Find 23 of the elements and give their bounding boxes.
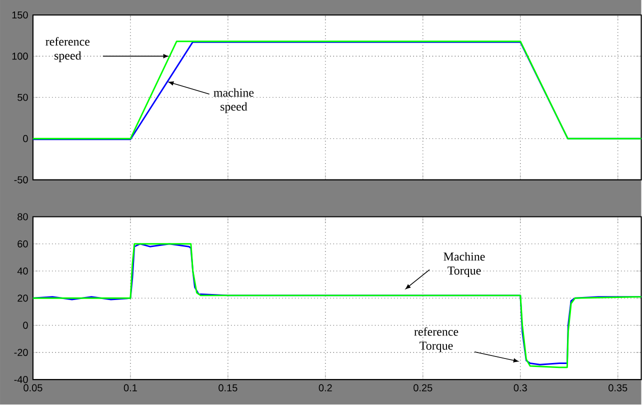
y-tick-label: 150 xyxy=(12,12,28,19)
y-tick-label: 60 xyxy=(18,240,28,248)
x-tick-label: 0.35 xyxy=(608,384,628,392)
y-tick-label: 0 xyxy=(23,322,28,330)
annotation: machine speed xyxy=(214,88,254,114)
y-tick-label: -20 xyxy=(14,349,28,356)
y-tick-label: -40 xyxy=(14,376,28,384)
y-tick-label: 20 xyxy=(18,294,28,302)
y-tick-label: 100 xyxy=(12,52,28,60)
x-tick-label: 0.3 xyxy=(514,384,527,392)
series-label: Machine Torque xyxy=(444,252,485,278)
x-tick-label: 0.2 xyxy=(318,384,332,392)
y-tick-label: 0 xyxy=(23,135,28,142)
x-tick-label: 0.1 xyxy=(124,384,137,392)
y-tick-label: 50 xyxy=(18,94,28,102)
y-tick-label: 80 xyxy=(18,213,28,221)
annotation: reference speed xyxy=(46,37,90,62)
y-tick-label: -50 xyxy=(14,176,28,184)
x-tick-label: 0.25 xyxy=(414,384,432,392)
y-tick-label: 40 xyxy=(17,268,28,275)
text: reference Torque xyxy=(414,327,458,352)
x-tick-label: 0.05 xyxy=(24,384,42,392)
x-tick-label: 0.15 xyxy=(218,384,238,392)
